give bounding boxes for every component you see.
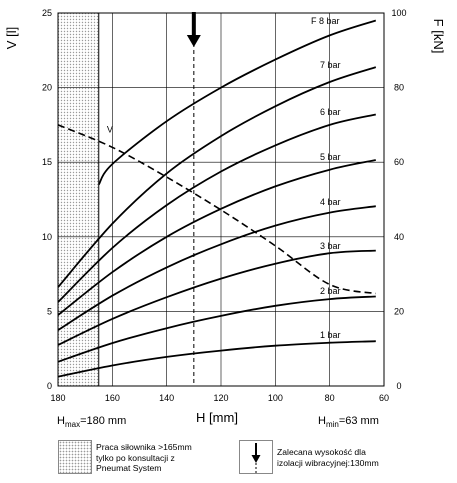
y-left-tick-label: 15 (42, 157, 52, 167)
series-line (57, 113, 376, 303)
y-right-tick-label: 60 (394, 157, 404, 167)
x-ticks: 180 160 140 120 100 80 60 (50, 393, 389, 403)
series-label: 3 bar (320, 241, 341, 251)
legend-line: tylko po konsultacji z (96, 452, 175, 463)
y-left-tick-label: 20 (42, 83, 52, 93)
plot-frame (57, 12, 385, 387)
legend-line: Zalecana wysokość dla (277, 447, 366, 457)
y-left-ticks: 0 5 10 15 20 25 (42, 8, 52, 391)
restricted-zone-legend-swatch (58, 440, 92, 474)
recommended-arrow-icon (186, 12, 201, 47)
series-line (98, 19, 377, 186)
series-label: 5 bar (320, 152, 341, 162)
y-right-tick-label: 80 (394, 83, 404, 93)
series-line (57, 159, 376, 316)
x-tick-label: 180 (50, 393, 65, 403)
y-right-tick-label: 20 (394, 306, 404, 316)
y-left-tick-label: 10 (42, 232, 52, 242)
x-tick-label: 120 (213, 393, 228, 403)
series-line (57, 66, 377, 288)
x-tick-label: 100 (268, 393, 283, 403)
series-label: 4 bar (320, 197, 341, 207)
legend-line: Praca siłownika >165mm (96, 442, 192, 452)
series-line (57, 249, 376, 346)
series-label: F 8 bar (311, 16, 340, 26)
force-series: 1 bar 2 bar 3 bar 4 bar 5 bar 6 bar 7 bar F 8 b… (57, 16, 377, 378)
y-left-axis-label: V [l] (4, 27, 19, 49)
arrow-down-icon (251, 443, 261, 473)
restricted-zone-legend-text: Praca siłownika >165mm tylko po konsulta… (96, 442, 192, 474)
series-line (57, 340, 376, 378)
y-right-tick-label: 100 (391, 8, 406, 18)
volume-series: V (57, 124, 376, 295)
legend-line: Pneumat System (96, 463, 162, 473)
y-left-tick-label: 5 (47, 306, 52, 316)
y-right-tick-label: 40 (394, 232, 404, 242)
y-left-tick-label: 0 (47, 381, 52, 391)
x-tick-label: 60 (379, 393, 389, 403)
arrow-head (186, 35, 201, 47)
series-label: 2 bar (320, 286, 341, 296)
restricted-zone (58, 13, 99, 386)
series-label: 6 bar (320, 107, 341, 117)
x-tick-label: 80 (325, 393, 335, 403)
x-axis-label: H [mm] (196, 410, 238, 425)
y-right-axis-label: F [kN] (431, 19, 446, 54)
recommended-legend-swatch (239, 440, 273, 474)
volume-label: V (107, 124, 113, 134)
y-right-ticks: 0 20 40 60 80 100 (391, 8, 406, 391)
legend-line: izolacji wibracyjnej:130mm (277, 457, 379, 468)
recommended-legend-text: Zalecana wysokość dla izolacji wibracyjn… (277, 447, 379, 468)
series-line (57, 205, 376, 331)
h-max-label: Hmax=180 mm (57, 415, 126, 429)
series-label: 7 bar (320, 60, 341, 70)
h-min-label: Hmin=63 mm (318, 415, 379, 429)
y-right-tick-label: 0 (396, 381, 401, 391)
series-label: 1 bar (320, 330, 341, 340)
y-left-tick-label: 25 (42, 8, 52, 18)
volume-line (57, 124, 376, 295)
x-tick-label: 140 (159, 393, 174, 403)
series-line (57, 295, 376, 363)
x-tick-label: 160 (105, 393, 120, 403)
